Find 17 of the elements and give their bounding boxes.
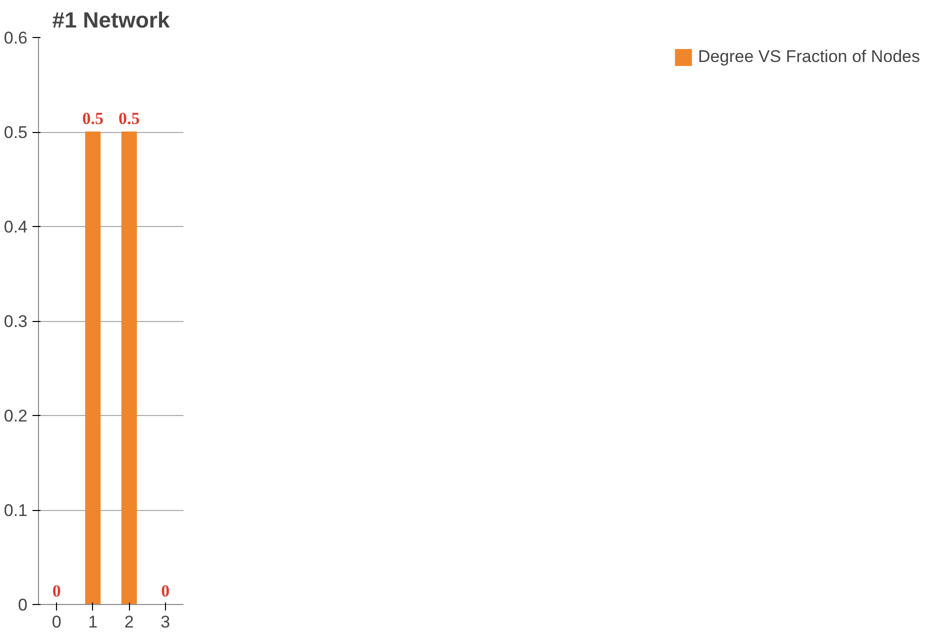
- data-label: 0.5: [118, 109, 140, 128]
- data-label: 0: [52, 582, 61, 600]
- x-tick-label: 3: [160, 612, 170, 632]
- chart-title: #1 Network: [52, 8, 170, 32]
- y-tick-label: 0.6: [4, 28, 28, 48]
- data-label: 0: [161, 582, 170, 600]
- y-tick-label: 0.3: [4, 312, 28, 331]
- y-tick-label: 0.2: [4, 406, 28, 426]
- legend-label: Degree VS Fraction of Nodes: [698, 47, 920, 67]
- x-tick-label: 1: [88, 612, 98, 632]
- data-label: 0.5: [82, 109, 104, 128]
- x-tick-label: 0: [52, 612, 62, 632]
- y-tick-label: 0.4: [4, 218, 28, 236]
- y-tick-label: 0: [18, 596, 28, 614]
- y-tick-label: 0.5: [4, 123, 28, 142]
- y-tick-label: 0.1: [4, 501, 28, 520]
- x-tick-label: 2: [124, 612, 134, 632]
